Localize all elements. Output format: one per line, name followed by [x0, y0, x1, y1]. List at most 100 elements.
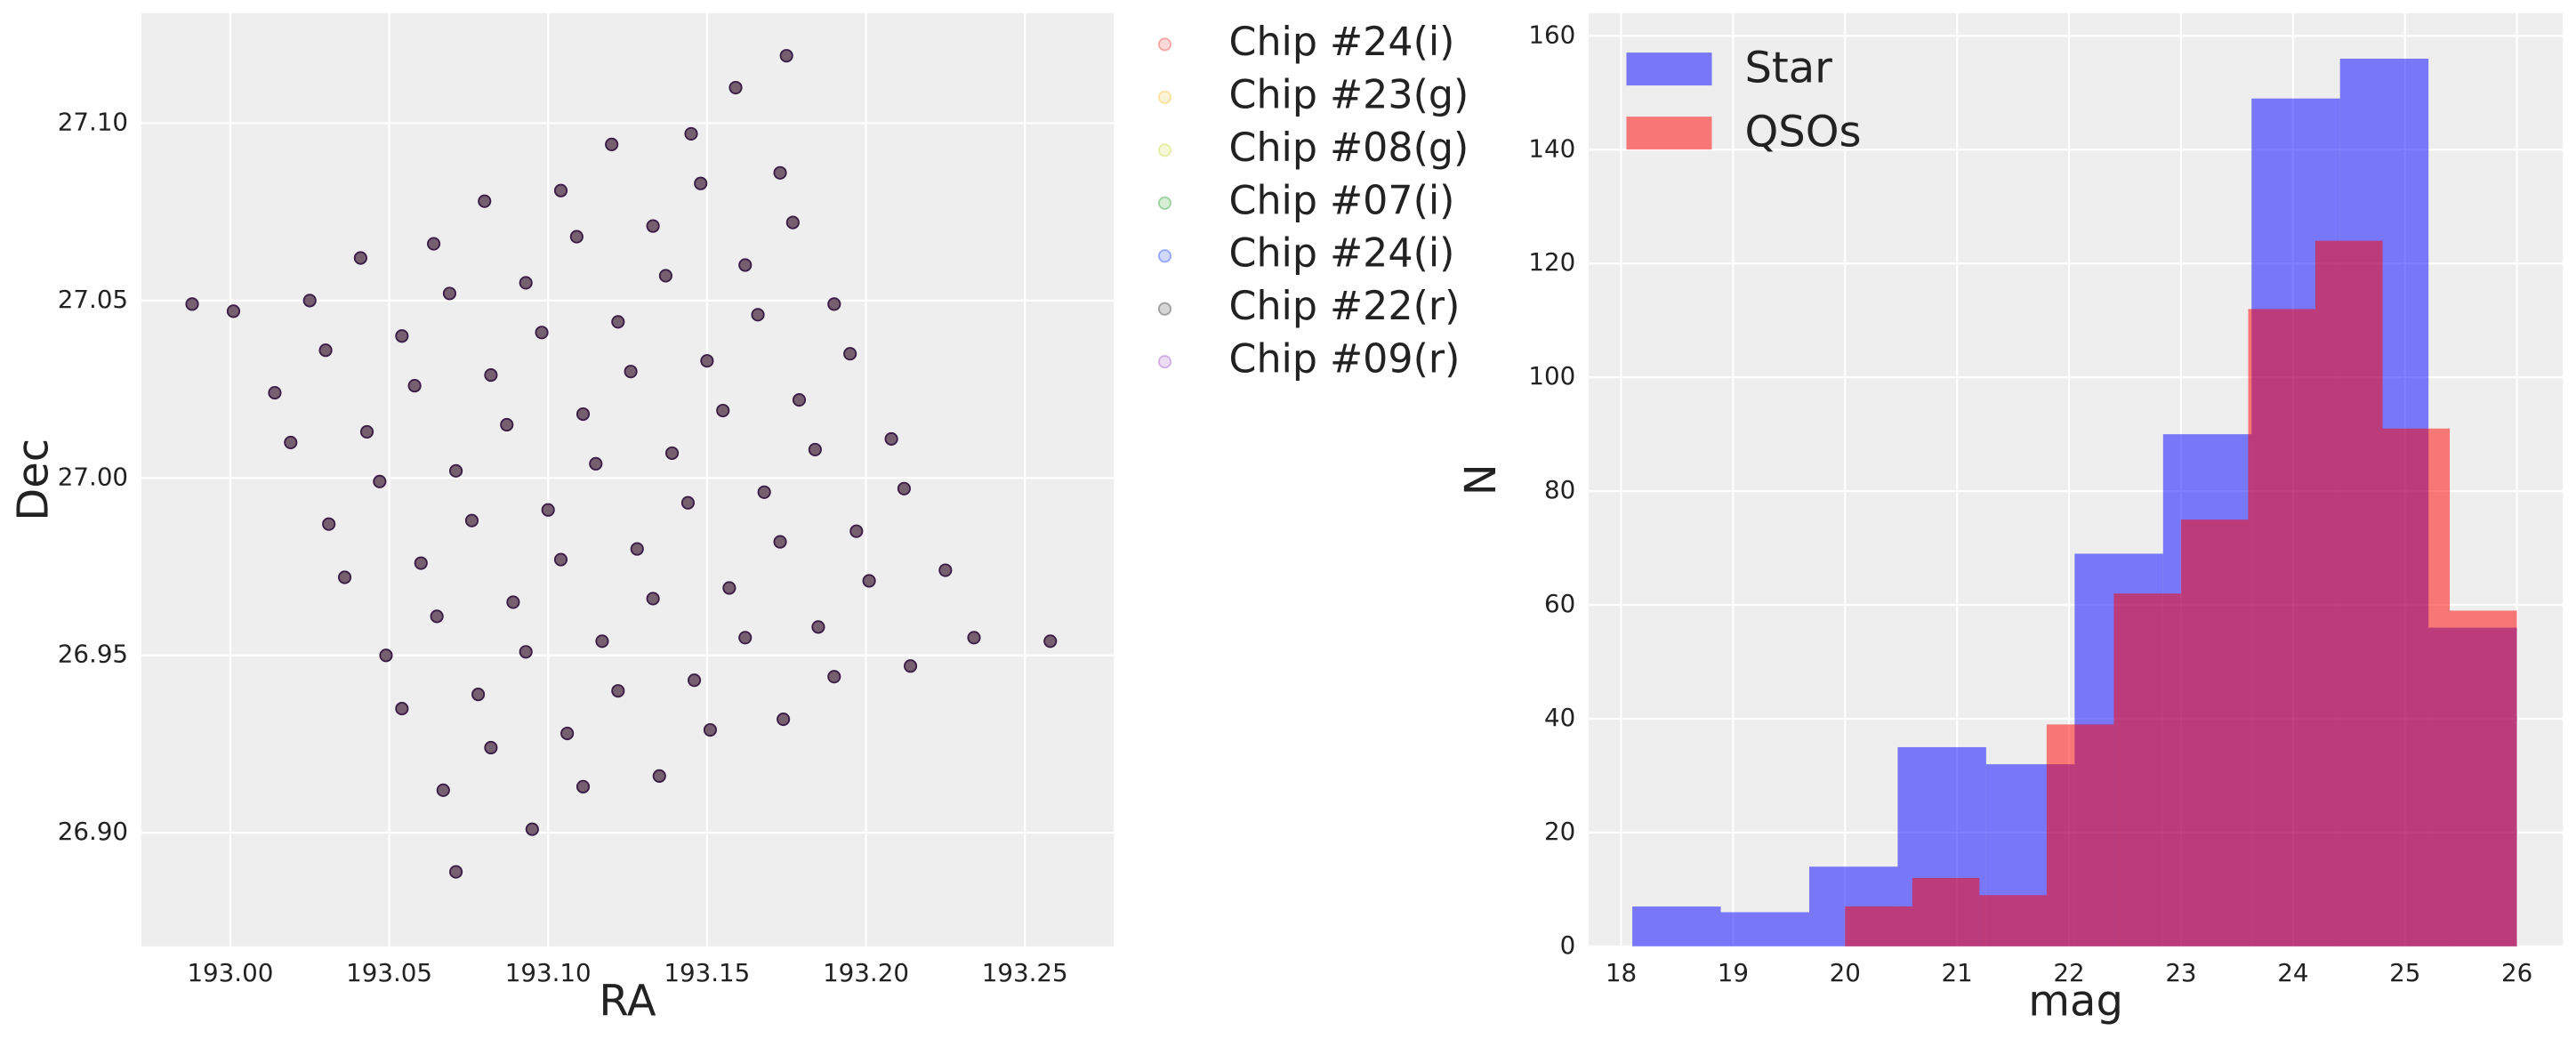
y-axis-label: Dec	[9, 439, 59, 521]
scatter-point	[827, 297, 841, 311]
y-axis-label: N	[1456, 463, 1506, 495]
scatter-point	[684, 126, 698, 141]
y-tick-label: 26.95	[58, 640, 128, 669]
y-tick-label: 160	[1528, 20, 1575, 49]
y-tick-label: 140	[1528, 133, 1575, 163]
legend-marker	[1157, 37, 1172, 52]
scatter-point	[379, 648, 393, 663]
legend-marker	[1157, 90, 1172, 104]
scatter-point	[484, 740, 498, 755]
histogram-bar	[2382, 428, 2451, 946]
scatter-point	[751, 308, 765, 322]
scatter-point	[897, 481, 911, 495]
x-axis-label: mag	[2028, 976, 2123, 1026]
x-tick-label: 18	[1606, 958, 1637, 987]
scatter-point	[611, 684, 625, 698]
scatter-point	[589, 456, 603, 471]
scatter-point	[464, 513, 479, 528]
scatter-point	[687, 673, 702, 688]
x-tick-label: 19	[1718, 958, 1749, 987]
y-tick-label: 27.05	[58, 285, 128, 314]
scatter-point	[595, 634, 609, 648]
scatter-point	[430, 609, 444, 624]
histogram-bar	[2450, 610, 2517, 946]
x-tick-label: 193.25	[982, 958, 1068, 987]
scatter-point	[337, 570, 352, 584]
histogram-bar	[1979, 895, 2047, 946]
scatter-point	[843, 347, 857, 361]
scatter-point	[694, 176, 708, 190]
x-tick-label: 193.15	[664, 958, 750, 987]
scatter-point	[630, 542, 644, 556]
histogram-bar	[2248, 309, 2316, 946]
scatter-point	[442, 286, 457, 301]
scatter-point	[611, 315, 625, 329]
x-tick-label: 21	[1942, 958, 1973, 987]
legend-label: Chip #07(i)	[1229, 178, 1455, 223]
scatter-point	[395, 702, 409, 716]
x-axis-label: RA	[599, 976, 656, 1026]
histogram-bar	[1720, 912, 1809, 946]
scatter-point	[664, 446, 680, 460]
legend-label: QSOs	[1744, 107, 1861, 157]
y-tick-label: 40	[1544, 703, 1575, 732]
scatter-point	[353, 251, 367, 265]
y-tick-label: 20	[1544, 817, 1575, 846]
plot-area	[141, 12, 1115, 946]
scatter-point	[525, 822, 539, 836]
scatter-point	[226, 304, 241, 318]
histogram-bar	[2113, 593, 2181, 946]
histogram-bar	[2315, 240, 2383, 946]
x-tick-label: 26	[2501, 958, 2532, 987]
scatter-point	[773, 165, 787, 180]
scatter-point	[884, 431, 898, 447]
scatter-point	[967, 631, 981, 645]
scatter-point	[426, 237, 441, 251]
legend-label: Chip #09(r)	[1229, 337, 1461, 383]
scatter-point	[553, 183, 568, 197]
legend-marker	[1157, 355, 1172, 369]
scatter-point	[519, 276, 533, 290]
x-tick-label: 25	[2389, 958, 2420, 987]
scatter-point	[553, 552, 568, 567]
scatter-point	[646, 592, 660, 606]
x-tick-label: 20	[1830, 958, 1861, 987]
x-tick-label: 22	[2053, 958, 2084, 987]
y-tick-label: 80	[1544, 475, 1575, 504]
scatter-point	[506, 595, 520, 609]
scatter-point	[407, 379, 422, 393]
scatter-point	[560, 726, 575, 741]
scatter-point	[738, 631, 753, 645]
scatter-point	[811, 620, 825, 634]
x-tick-label: 24	[2277, 958, 2308, 987]
legend-label: Chip #23(g)	[1229, 72, 1469, 117]
scatter-point	[605, 137, 619, 151]
scatter-point	[716, 403, 730, 418]
y-tick-label: 120	[1528, 247, 1575, 277]
x-tick-label: 193.10	[505, 958, 592, 987]
x-tick-label: 23	[2165, 958, 2196, 987]
y-tick-label: 27.10	[58, 107, 128, 136]
scatter-point	[862, 574, 876, 588]
scatter-point	[576, 779, 591, 793]
scatter-point	[449, 865, 463, 879]
scatter-point	[722, 581, 737, 595]
scatter-point	[777, 712, 791, 727]
legend-marker	[1157, 249, 1172, 263]
scatter-point	[373, 474, 387, 488]
scatter-point	[652, 769, 666, 783]
scatter-point	[302, 294, 317, 308]
scatter-point	[519, 645, 533, 659]
scatter-point	[624, 365, 638, 379]
scatter-point	[484, 368, 498, 383]
x-tick-label: 193.20	[823, 958, 909, 987]
histogram-bar	[1845, 906, 1912, 946]
scatter-point	[700, 354, 714, 368]
x-tick-label: 193.00	[187, 958, 273, 987]
histogram-bar	[2046, 724, 2114, 946]
scatter-point	[757, 485, 771, 499]
legend-label: Star	[1744, 43, 1832, 93]
legend-marker	[1157, 196, 1172, 210]
scatter-point	[938, 563, 953, 577]
